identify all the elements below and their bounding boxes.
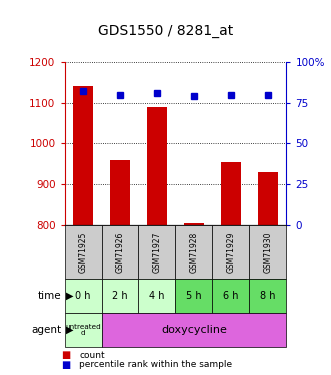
- Bar: [213, 225, 249, 279]
- Bar: [138, 279, 175, 313]
- Text: untreated
d: untreated d: [65, 324, 101, 336]
- Text: 6 h: 6 h: [223, 291, 239, 301]
- Bar: [147, 107, 167, 225]
- Text: 4 h: 4 h: [149, 291, 165, 301]
- Text: ▶: ▶: [66, 325, 74, 335]
- Text: 8 h: 8 h: [260, 291, 276, 301]
- Bar: [184, 223, 204, 225]
- Bar: [102, 225, 138, 279]
- Text: 2 h: 2 h: [112, 291, 128, 301]
- Bar: [65, 313, 102, 347]
- Text: ▶: ▶: [66, 291, 74, 301]
- Text: ■: ■: [61, 360, 71, 370]
- Text: GSM71930: GSM71930: [263, 231, 272, 273]
- Bar: [175, 279, 213, 313]
- Bar: [102, 279, 138, 313]
- Text: time: time: [38, 291, 61, 301]
- Bar: [102, 313, 286, 347]
- Text: 5 h: 5 h: [186, 291, 202, 301]
- Bar: [175, 225, 213, 279]
- Text: GDS1550 / 8281_at: GDS1550 / 8281_at: [98, 24, 233, 38]
- Bar: [249, 225, 286, 279]
- Bar: [249, 279, 286, 313]
- Text: doxycycline: doxycycline: [161, 325, 227, 335]
- Bar: [65, 225, 102, 279]
- Text: GSM71929: GSM71929: [226, 231, 235, 273]
- Text: GSM71927: GSM71927: [153, 231, 162, 273]
- Text: ■: ■: [61, 350, 71, 360]
- Text: percentile rank within the sample: percentile rank within the sample: [79, 360, 233, 369]
- Text: GSM71928: GSM71928: [189, 231, 198, 273]
- Text: GSM71925: GSM71925: [78, 231, 87, 273]
- Bar: [73, 86, 93, 225]
- Bar: [138, 225, 175, 279]
- Text: agent: agent: [31, 325, 61, 335]
- Bar: [65, 279, 102, 313]
- Bar: [213, 279, 249, 313]
- Bar: [221, 162, 241, 225]
- Bar: [258, 172, 278, 225]
- Text: 0 h: 0 h: [75, 291, 91, 301]
- Bar: [110, 160, 130, 225]
- Text: GSM71926: GSM71926: [116, 231, 124, 273]
- Text: count: count: [79, 351, 105, 360]
